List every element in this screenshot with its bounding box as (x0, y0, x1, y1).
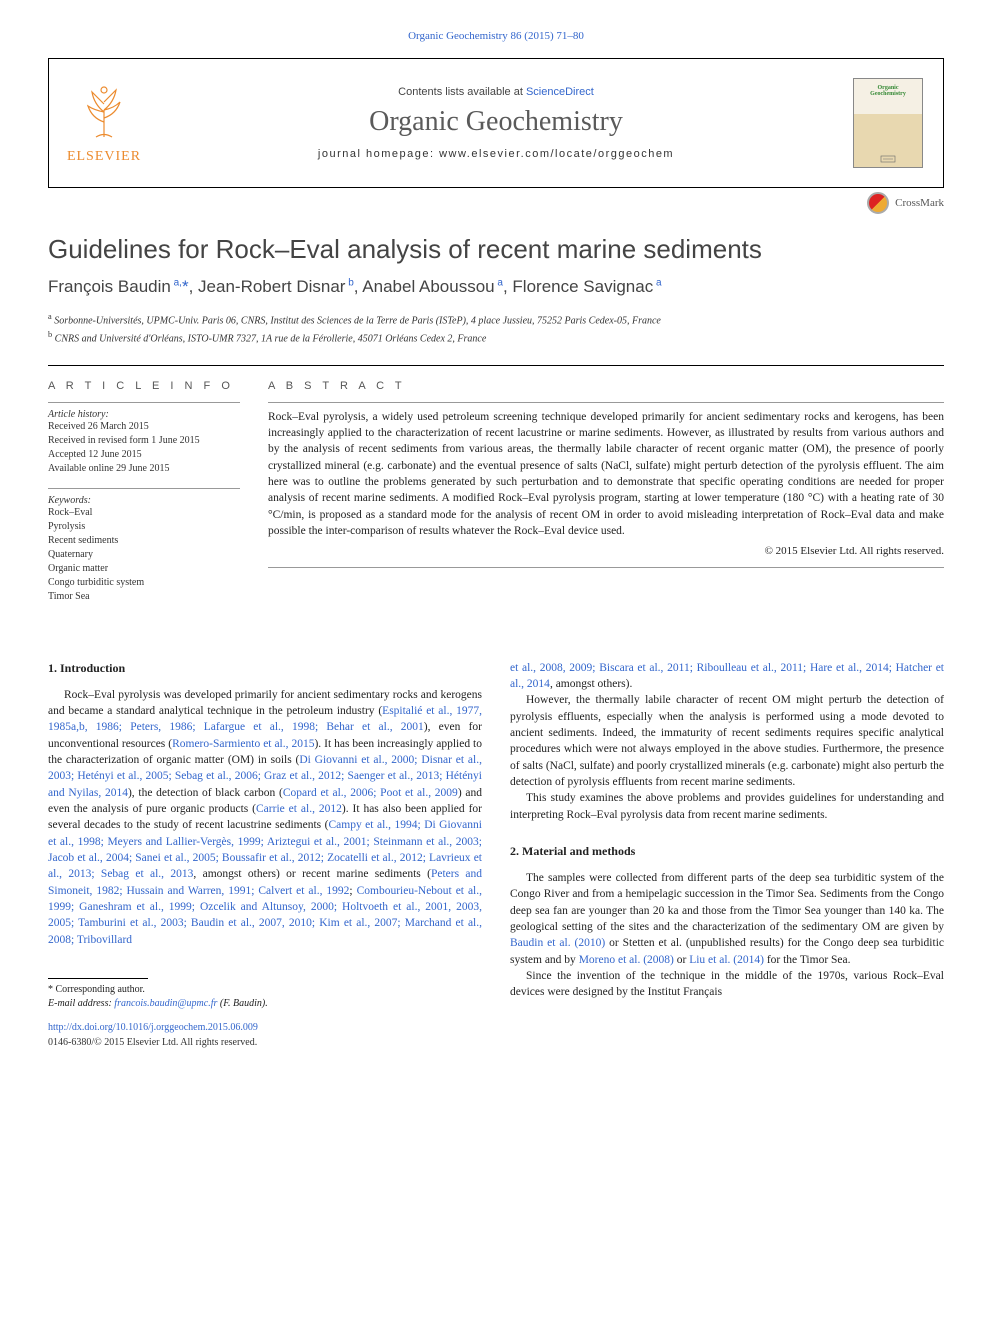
citation-link[interactable]: Moreno et al. (2008) (579, 954, 674, 966)
body-right-column: et al., 2008, 2009; Biscara et al., 2011… (510, 660, 944, 1050)
paragraph-continuation: et al., 2008, 2009; Biscara et al., 2011… (510, 660, 944, 693)
cover-thumbnail-box: Organic Geochemistry (833, 59, 943, 187)
text-run: ), the detection of black carbon ( (128, 787, 283, 799)
affiliation-a: a Sorbonne-Universités, UPMC-Univ. Paris… (48, 311, 944, 329)
keyword: Timor Sea (48, 590, 240, 604)
text-run: The samples were collected from differen… (510, 872, 944, 933)
journal-name: Organic Geochemistry (369, 106, 623, 138)
body-left-column: 1. Introduction Rock–Eval pyrolysis was … (48, 660, 482, 1050)
history-line: Available online 29 June 2015 (48, 462, 240, 476)
author-list: François Baudin a,*, Jean-Robert Disnar … (48, 277, 944, 297)
journal-homepage[interactable]: journal homepage: www.elsevier.com/locat… (318, 148, 674, 160)
history-line: Received 26 March 2015 (48, 420, 240, 434)
corresponding-author-note: * Corresponding author. (48, 983, 482, 997)
contents-text: Contents lists available at (398, 86, 526, 98)
paragraph: The samples were collected from differen… (510, 870, 944, 968)
abstract-copyright: © 2015 Elsevier Ltd. All rights reserved… (268, 545, 944, 557)
info-divider (48, 488, 240, 489)
paragraph: However, the thermally labile character … (510, 692, 944, 790)
text-run: for the Timor Sea. (764, 954, 851, 966)
text-run: , amongst others). (550, 678, 632, 690)
article-info-column: A R T I C L E I N F O Article history: R… (48, 380, 268, 616)
section-heading: 2. Material and methods (510, 843, 944, 860)
paragraph: Since the invention of the technique in … (510, 968, 944, 1001)
keyword: Rock–Eval (48, 506, 240, 520)
crossmark-icon (867, 192, 889, 214)
text-run: ; (349, 885, 356, 897)
keywords-block: Keywords: Rock–Eval Pyrolysis Recent sed… (48, 495, 240, 604)
abstract-bottom-divider (268, 567, 944, 568)
journal-header: ELSEVIER Contents lists available at Sci… (48, 58, 944, 188)
footnote-area: * Corresponding author. E-mail address: … (48, 978, 482, 1011)
citation-link[interactable]: Liu et al. (2014) (689, 954, 764, 966)
crossmark-label: CrossMark (895, 197, 944, 209)
keyword: Congo turbiditic system (48, 576, 240, 590)
affiliation-b: b CNRS and Université d'Orléans, ISTO-UM… (48, 329, 944, 347)
abstract-head: A B S T R A C T (268, 380, 944, 392)
crossmark-badge[interactable]: CrossMark (867, 192, 944, 214)
keyword: Organic matter (48, 562, 240, 576)
text-run: , amongst others) or recent marine sedim… (193, 868, 431, 880)
publisher-name: ELSEVIER (67, 149, 141, 165)
contents-line: Contents lists available at ScienceDirec… (398, 86, 594, 98)
journal-citation[interactable]: Organic Geochemistry 86 (2015) 71–80 (48, 30, 944, 42)
info-divider (48, 402, 240, 403)
corresponding-email-link[interactable]: francois.baudin@upmc.fr (114, 998, 217, 1009)
doi-block: http://dx.doi.org/10.1016/j.orggeochem.2… (48, 1021, 482, 1049)
cover-title-2: Geochemistry (870, 91, 906, 97)
abstract-text: Rock–Eval pyrolysis, a widely used petro… (268, 409, 944, 540)
citation-link[interactable]: Romero-Sarmiento et al., 2015 (172, 738, 314, 750)
article-info-head: A R T I C L E I N F O (48, 380, 240, 392)
elsevier-logo[interactable]: ELSEVIER (67, 82, 141, 165)
section-heading: 1. Introduction (48, 660, 482, 677)
abstract-divider (268, 402, 944, 403)
email-label: E-mail address: (48, 998, 114, 1009)
footnote-rule (48, 978, 148, 979)
article-title: Guidelines for Rock–Eval analysis of rec… (48, 234, 944, 265)
body-two-column: 1. Introduction Rock–Eval pyrolysis was … (48, 660, 944, 1050)
paragraph: This study examines the above problems a… (510, 790, 944, 823)
citation-link[interactable]: Baudin et al. (2010) (510, 937, 605, 949)
publisher-logo-box: ELSEVIER (49, 59, 159, 187)
keyword: Pyrolysis (48, 520, 240, 534)
email-suffix: (F. Baudin). (217, 998, 267, 1009)
affiliations: a Sorbonne-Universités, UPMC-Univ. Paris… (48, 311, 944, 347)
abstract-column: A B S T R A C T Rock–Eval pyrolysis, a w… (268, 380, 944, 616)
header-center: Contents lists available at ScienceDirec… (159, 59, 833, 187)
elsevier-tree-icon (74, 82, 134, 142)
citation-link[interactable]: Carrie et al., 2012 (256, 803, 342, 815)
keyword: Recent sediments (48, 534, 240, 548)
journal-cover-thumbnail[interactable]: Organic Geochemistry (853, 78, 923, 168)
email-line: E-mail address: francois.baudin@upmc.fr … (48, 997, 482, 1011)
citation-link[interactable]: Copard et al., 2006; Poot et al., 2009 (283, 787, 458, 799)
keywords-label: Keywords: (48, 495, 240, 506)
history-line: Received in revised form 1 June 2015 (48, 434, 240, 448)
doi-link[interactable]: http://dx.doi.org/10.1016/j.orggeochem.2… (48, 1022, 258, 1033)
article-history-block: Article history: Received 26 March 2015 … (48, 409, 240, 476)
sciencedirect-link[interactable]: ScienceDirect (526, 86, 594, 98)
issn-copyright: 0146-6380/© 2015 Elsevier Ltd. All right… (48, 1036, 482, 1050)
keyword: Quaternary (48, 548, 240, 562)
paragraph: Rock–Eval pyrolysis was developed primar… (48, 687, 482, 948)
history-line: Accepted 12 June 2015 (48, 448, 240, 462)
text-run: or (674, 954, 689, 966)
divider (48, 365, 944, 366)
cover-footer-icon (863, 155, 913, 163)
history-label: Article history: (48, 409, 240, 420)
